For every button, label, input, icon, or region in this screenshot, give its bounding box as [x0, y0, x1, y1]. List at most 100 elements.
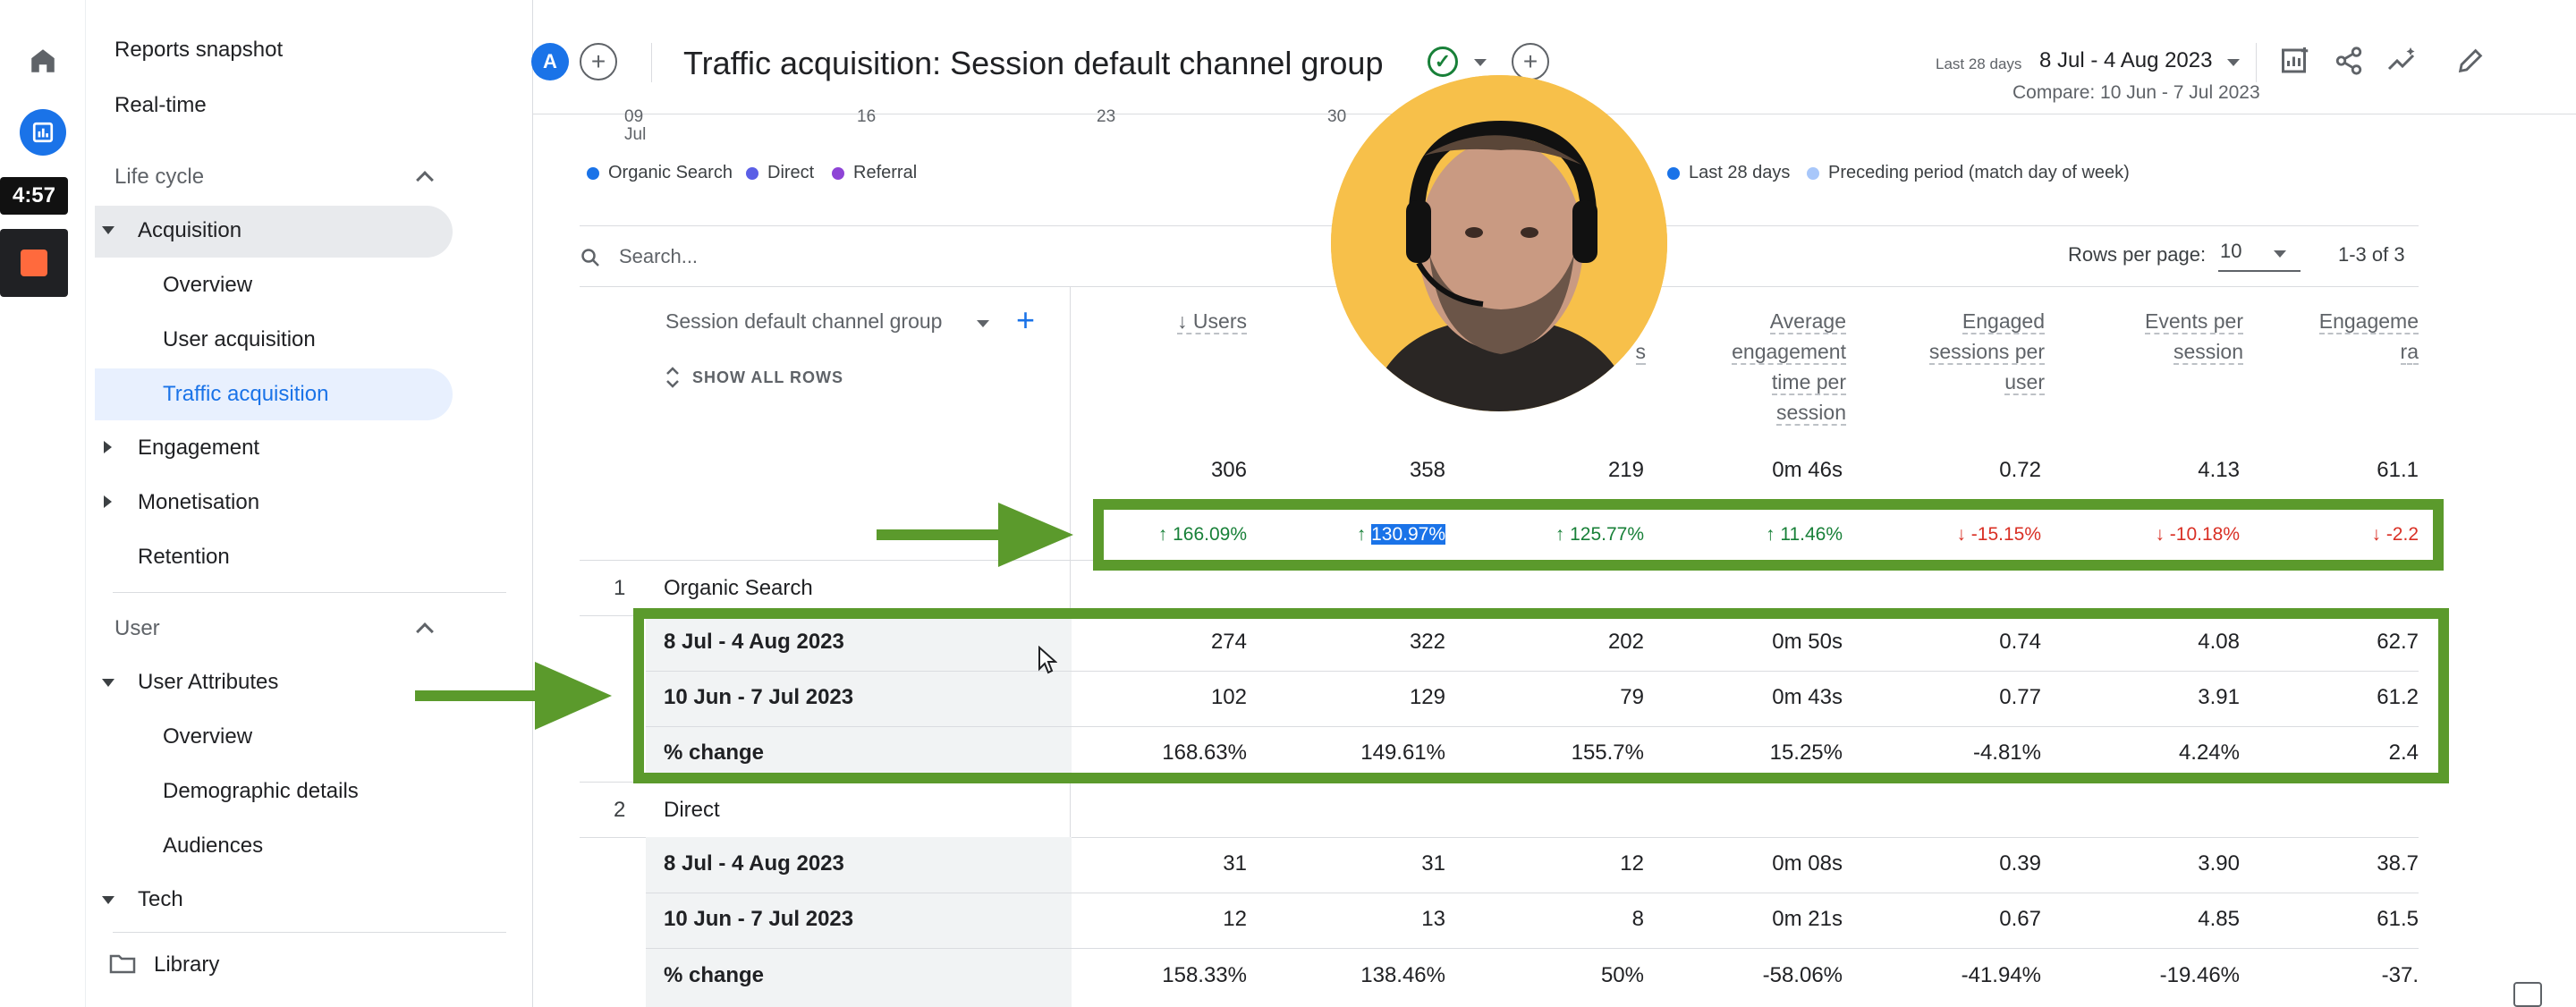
row-shade [646, 837, 1072, 893]
header-divider [2256, 43, 2257, 82]
column-header-engagement-rate[interactable]: Engageme ra [2240, 306, 2419, 367]
sidebar-item-user-attributes[interactable]: User Attributes [138, 670, 279, 694]
expand-down-icon[interactable] [102, 679, 114, 687]
column-header-avg-engagement-time[interactable]: Average engagement time per session [1667, 306, 1846, 427]
table-cell: 3.91 [2198, 685, 2240, 709]
check-circle-icon[interactable]: ✓ [1428, 47, 1458, 77]
date-range-picker[interactable]: 8 Jul - 4 Aug 2023 [2039, 48, 2213, 72]
legend-organic-search[interactable]: Organic Search [587, 163, 733, 183]
rows-per-page-select[interactable]: 10 [2220, 240, 2242, 262]
caret-down-icon[interactable] [2227, 59, 2240, 66]
stop-recording-button[interactable] [0, 229, 68, 297]
legend-direct[interactable]: Direct [746, 163, 814, 183]
sidebar-item-library[interactable]: Library [154, 952, 220, 977]
total-change: ↑ 11.46% [1765, 524, 1843, 545]
sidebar-selected-bg [95, 368, 453, 420]
table-cell: 4.24% [2178, 740, 2240, 765]
edit-icon[interactable] [2451, 41, 2490, 80]
sidebar-item-reports-snapshot[interactable]: Reports snapshot [114, 38, 284, 62]
expand-right-icon[interactable] [104, 495, 112, 508]
table-cell: 8 [1631, 907, 1644, 931]
table-cell: 50% [1600, 963, 1644, 987]
compare-range: Compare: 10 Jun - 7 Jul 2023 [2012, 82, 2260, 103]
pagination-status: 1-3 of 3 [2338, 243, 2405, 266]
change-value: -2.2 [2385, 524, 2419, 545]
sidebar-section-lifecycle[interactable]: Life cycle [114, 165, 205, 189]
sidebar-item-user-acquisition[interactable]: User acquisition [163, 327, 316, 351]
sidebar-item-overview[interactable]: Overview [163, 273, 253, 297]
table-cell: 102 [1210, 685, 1247, 709]
sidebar-divider [113, 592, 506, 593]
expand-down-icon[interactable] [102, 226, 114, 234]
x-tick: 23 [1097, 107, 1116, 126]
column-header-line: ↓ Users [1177, 309, 1247, 334]
add-comparison-button[interactable]: + [580, 43, 617, 80]
column-header-line: Engaged [1962, 309, 2045, 334]
sidebar-item-audiences[interactable]: Audiences [163, 834, 264, 858]
customize-report-icon[interactable] [2275, 41, 2315, 80]
table-cell: 12 [1223, 907, 1247, 931]
sidebar-item-traffic-acquisition[interactable]: Traffic acquisition [163, 382, 329, 406]
change-value: -10.18% [2169, 524, 2240, 545]
legend-referral[interactable]: Referral [832, 163, 917, 183]
feedback-icon[interactable] [2513, 982, 2542, 1007]
sidebar-item-tech[interactable]: Tech [138, 887, 183, 911]
row-shade [646, 671, 1072, 726]
total-value: 358 [1409, 458, 1445, 482]
insights-icon[interactable] [2383, 41, 2422, 80]
column-header-events-per-session[interactable]: Events per session [2064, 306, 2243, 367]
table-cell: -58.06% [1762, 963, 1843, 987]
sidebar-item-overview[interactable]: Overview [163, 724, 253, 749]
show-all-rows-button[interactable]: SHOW ALL ROWS [692, 368, 843, 386]
legend-label: Last 28 days [1689, 163, 1791, 182]
table-search-input[interactable]: Search... [619, 245, 699, 267]
legend-label: Preceding period (match day of week) [1828, 163, 2130, 182]
sidebar-section-user[interactable]: User [114, 616, 160, 640]
chevron-up-icon[interactable] [416, 171, 434, 189]
share-icon[interactable] [2329, 41, 2368, 80]
caret-down-icon[interactable] [1474, 59, 1487, 66]
reports-icon[interactable] [20, 109, 66, 156]
expand-down-icon[interactable] [102, 896, 114, 904]
table-cell: 38.7 [2377, 851, 2419, 876]
legend-preceding-period[interactable]: Preceding period (match day of week) [1807, 163, 2130, 183]
add-dimension-button[interactable]: + [1016, 301, 1036, 338]
chevron-up-icon[interactable] [416, 622, 434, 640]
change-value: 11.46% [1780, 524, 1843, 545]
table-row-label: 8 Jul - 4 Aug 2023 [664, 851, 844, 876]
sidebar-item-retention[interactable]: Retention [138, 545, 230, 569]
column-header-line: session [1776, 401, 1846, 426]
table-cell: -19.46% [2159, 963, 2240, 987]
row-index: 2 [614, 798, 626, 822]
group-name[interactable]: Direct [664, 798, 720, 822]
total-value: 61.1 [2377, 458, 2419, 482]
home-icon[interactable] [20, 38, 66, 84]
column-header-users[interactable]: ↓ Users [1068, 306, 1247, 336]
column-header-3[interactable]: s [1467, 336, 1646, 367]
sidebar-item-monetisation[interactable]: Monetisation [138, 490, 260, 514]
add-filter-button[interactable]: + [1512, 43, 1549, 80]
sidebar-item-acquisition[interactable]: Acquisition [138, 218, 242, 242]
group-name[interactable]: Organic Search [664, 576, 813, 600]
presenter-video [1331, 75, 1667, 411]
comparison-avatar[interactable]: A [531, 43, 569, 80]
table-cell: 31 [1421, 851, 1445, 876]
caret-down-icon[interactable] [2274, 250, 2286, 258]
legend-dot [1667, 166, 1680, 180]
caret-down-icon[interactable] [977, 320, 989, 327]
divider [646, 671, 2419, 672]
legend-label: Direct [767, 163, 815, 182]
sidebar-item-realtime[interactable]: Real-time [114, 93, 207, 117]
table-cell: 138.46% [1360, 963, 1445, 987]
table-cell: 129 [1409, 685, 1445, 709]
column-header-engaged-sessions-per-user[interactable]: Engaged sessions per user [1866, 306, 2045, 397]
dimension-header[interactable]: Session default channel group [665, 309, 943, 333]
total-value: 0m 46s [1772, 458, 1843, 482]
sidebar-item-demographic-details[interactable]: Demographic details [163, 779, 359, 803]
total-change: ↑ 125.77% [1555, 524, 1644, 545]
legend-last-28-days[interactable]: Last 28 days [1667, 163, 1790, 183]
sidebar-item-engagement[interactable]: Engagement [138, 436, 260, 460]
x-tick: 30 [1327, 107, 1347, 126]
search-icon [580, 247, 601, 273]
expand-right-icon[interactable] [104, 441, 112, 453]
